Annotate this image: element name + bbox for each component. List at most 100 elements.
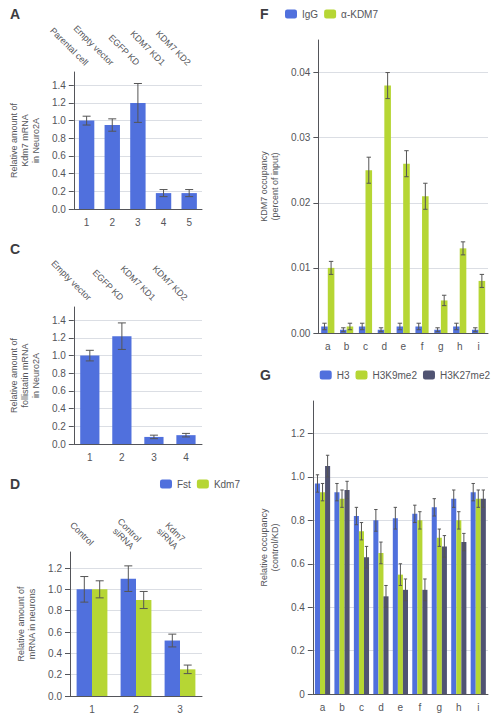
svg-text:1.2: 1.2 <box>52 97 66 108</box>
svg-text:Control: Control <box>68 520 96 548</box>
svg-text:follistatin mRNA: follistatin mRNA <box>20 343 30 407</box>
svg-text:b: b <box>339 702 345 713</box>
svg-text:F: F <box>260 6 269 22</box>
svg-text:0.03: 0.03 <box>291 132 311 143</box>
svg-text:e: e <box>398 702 404 713</box>
svg-text:Relative amount of: Relative amount of <box>9 102 19 178</box>
svg-text:Relative occupancy: Relative occupancy <box>259 508 269 587</box>
svg-text:c: c <box>363 341 368 352</box>
svg-text:f: f <box>418 702 421 713</box>
svg-text:0.0: 0.0 <box>52 439 66 450</box>
svg-text:0.4: 0.4 <box>291 602 305 613</box>
svg-text:Fst: Fst <box>177 479 191 490</box>
svg-text:KDM7 KD2: KDM7 KD2 <box>151 264 190 303</box>
svg-text:2: 2 <box>133 704 139 715</box>
svg-text:h: h <box>456 702 462 713</box>
svg-text:1: 1 <box>87 452 93 463</box>
svg-text:4: 4 <box>183 452 189 463</box>
svg-text:3: 3 <box>151 452 157 463</box>
svg-text:2: 2 <box>109 217 115 228</box>
svg-text:in Neuro2A: in Neuro2A <box>31 353 41 398</box>
svg-text:KDM7 occupancy: KDM7 occupancy <box>259 151 269 222</box>
svg-text:g: g <box>438 341 444 352</box>
svg-text:(control/KD): (control/KD) <box>270 523 280 571</box>
svg-text:0.8: 0.8 <box>48 605 62 616</box>
svg-text:1.2: 1.2 <box>48 563 62 574</box>
svg-text:0.0: 0.0 <box>52 204 66 215</box>
svg-text:Empty vector: Empty vector <box>72 23 116 67</box>
svg-text:0.2: 0.2 <box>291 645 305 656</box>
svg-text:D: D <box>10 476 20 492</box>
svg-text:0.01: 0.01 <box>291 262 311 273</box>
svg-text:0.6: 0.6 <box>52 150 66 161</box>
svg-text:C: C <box>10 241 20 257</box>
svg-text:α-KDM7: α-KDM7 <box>341 9 378 20</box>
svg-text:0.6: 0.6 <box>52 385 66 396</box>
svg-text:2: 2 <box>119 452 125 463</box>
svg-text:Kdm7: Kdm7 <box>214 479 241 490</box>
svg-text:c: c <box>359 702 364 713</box>
svg-text:1.0: 1.0 <box>52 350 66 361</box>
svg-text:1.2: 1.2 <box>291 428 305 439</box>
svg-text:mRNA in neurons: mRNA in neurons <box>27 588 37 659</box>
svg-text:0.6: 0.6 <box>291 558 305 569</box>
svg-text:KDM7 KD2: KDM7 KD2 <box>154 29 193 68</box>
svg-text:0.0: 0.0 <box>48 691 62 702</box>
svg-text:Empty vector: Empty vector <box>49 258 93 302</box>
svg-text:0.2: 0.2 <box>52 186 66 197</box>
svg-text:0.2: 0.2 <box>52 421 66 432</box>
svg-text:H3K27me2: H3K27me2 <box>440 370 490 381</box>
svg-text:A: A <box>10 6 20 22</box>
svg-text:d: d <box>382 341 388 352</box>
svg-text:a: a <box>325 341 331 352</box>
svg-text:(percent of input): (percent of input) <box>270 152 280 220</box>
svg-text:a: a <box>320 702 326 713</box>
svg-text:i: i <box>477 341 479 352</box>
svg-text:h: h <box>457 341 463 352</box>
svg-text:4: 4 <box>161 217 167 228</box>
svg-text:1.0: 1.0 <box>52 115 66 126</box>
svg-text:5: 5 <box>186 217 192 228</box>
svg-text:0.4: 0.4 <box>52 403 66 414</box>
svg-text:H3: H3 <box>337 370 350 381</box>
svg-text:1: 1 <box>84 217 90 228</box>
svg-text:e: e <box>400 341 406 352</box>
svg-text:Relative amount of: Relative amount of <box>16 586 26 662</box>
svg-text:Relative amount of: Relative amount of <box>9 337 19 413</box>
svg-text:1: 1 <box>89 704 95 715</box>
svg-text:b: b <box>344 341 350 352</box>
svg-text:i: i <box>477 702 479 713</box>
svg-text:0.8: 0.8 <box>52 133 66 144</box>
svg-text:0.8: 0.8 <box>52 368 66 379</box>
svg-text:Parental cell: Parental cell <box>48 25 91 68</box>
svg-text:1.4: 1.4 <box>52 315 66 326</box>
svg-text:KDM7 KD1: KDM7 KD1 <box>118 263 158 303</box>
svg-text:0: 0 <box>299 689 305 700</box>
svg-text:siRNA: siRNA <box>111 526 136 551</box>
svg-text:siRNA: siRNA <box>155 526 180 551</box>
svg-text:Kdm7 mRNA: Kdm7 mRNA <box>20 114 30 167</box>
svg-text:1.2: 1.2 <box>52 332 66 343</box>
svg-text:0.04: 0.04 <box>291 67 311 78</box>
svg-text:0.4: 0.4 <box>52 168 66 179</box>
svg-text:g: g <box>437 702 443 713</box>
svg-text:f: f <box>421 341 424 352</box>
svg-text:EGFP KD: EGFP KD <box>91 268 126 303</box>
svg-text:0.00: 0.00 <box>291 328 311 339</box>
svg-text:0.4: 0.4 <box>48 648 62 659</box>
svg-text:0.6: 0.6 <box>48 627 62 638</box>
svg-text:0.8: 0.8 <box>291 515 305 526</box>
svg-text:KDM7 KD1: KDM7 KD1 <box>128 28 168 68</box>
svg-text:G: G <box>260 367 271 383</box>
svg-text:1.0: 1.0 <box>291 471 305 482</box>
svg-text:0.2: 0.2 <box>48 669 62 680</box>
svg-text:H3K9me2: H3K9me2 <box>373 370 418 381</box>
svg-text:3: 3 <box>177 704 183 715</box>
svg-text:1.0: 1.0 <box>48 584 62 595</box>
svg-text:0.02: 0.02 <box>291 197 311 208</box>
svg-text:IgG: IgG <box>302 9 318 20</box>
svg-text:3: 3 <box>135 217 141 228</box>
svg-text:1.4: 1.4 <box>52 80 66 91</box>
svg-text:d: d <box>378 702 384 713</box>
svg-text:in Neuro2A: in Neuro2A <box>31 118 41 163</box>
